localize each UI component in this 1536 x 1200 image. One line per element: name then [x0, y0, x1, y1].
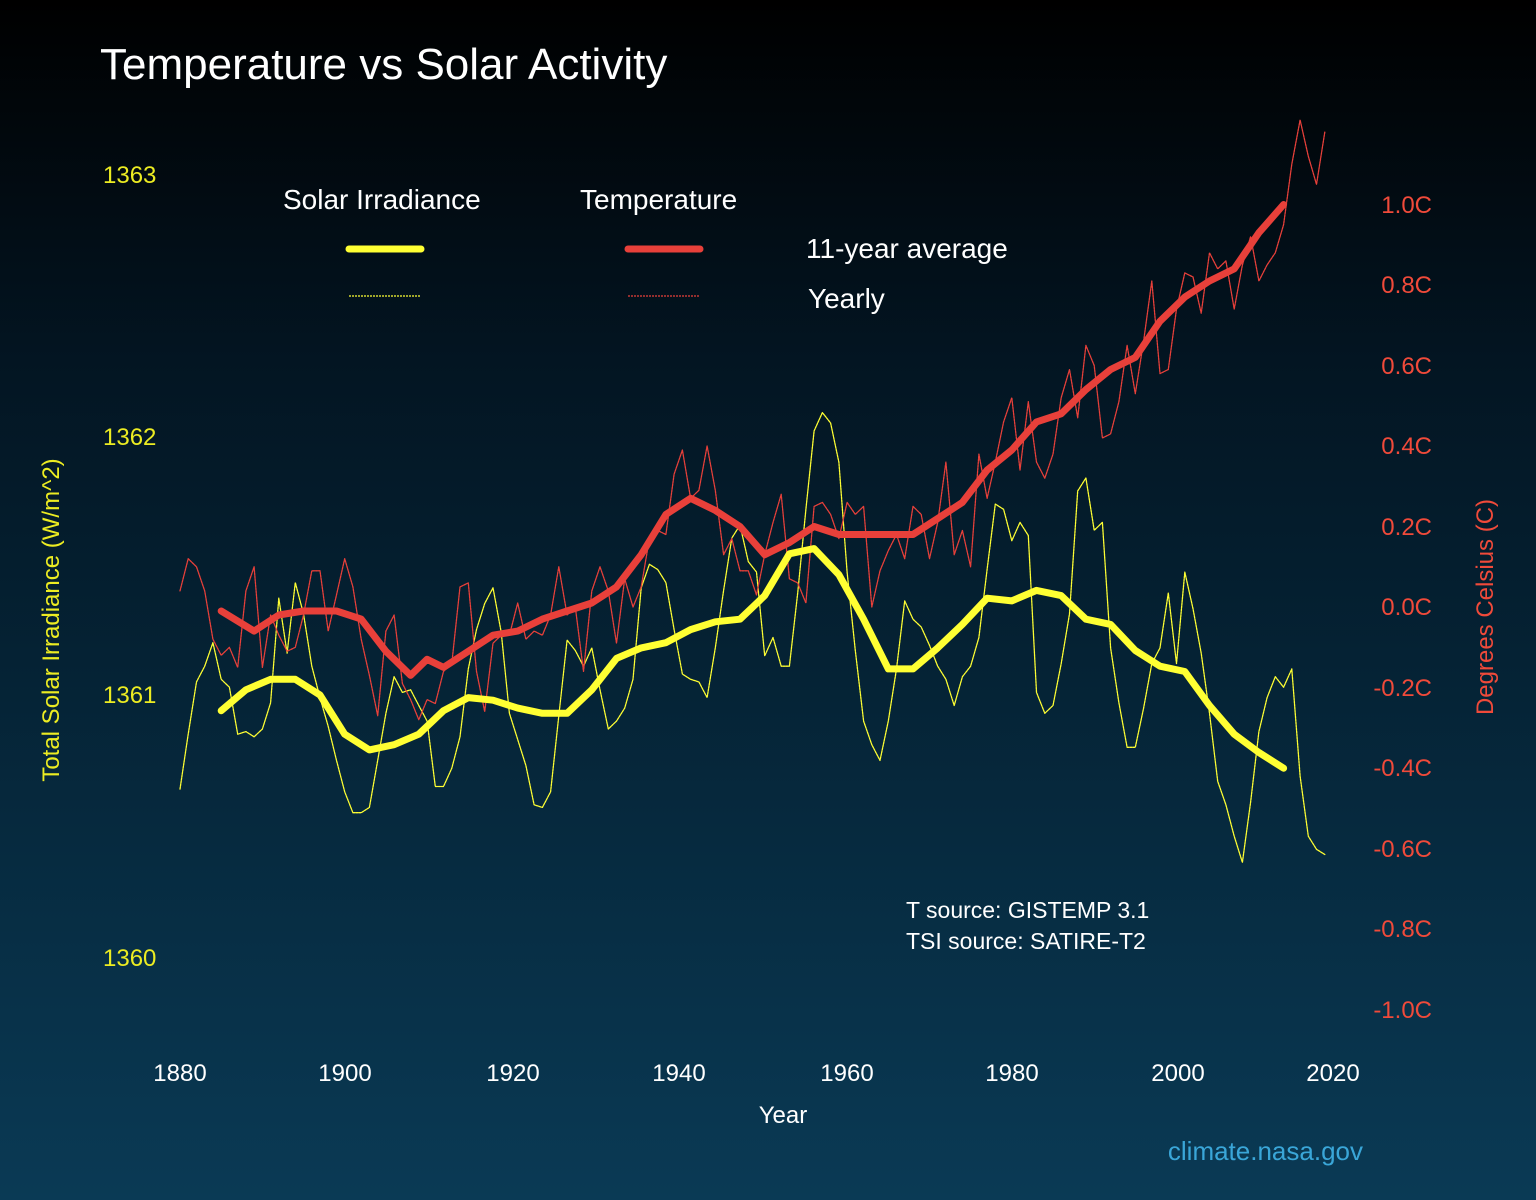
solar-irradiance-11-year-average-line [217, 545, 1288, 772]
x-tick-label: 1900 [318, 1060, 372, 1087]
t-source-note: T source: GISTEMP 3.1 [906, 897, 1150, 923]
left-tick-label: 1361 [103, 682, 157, 709]
right-tick-label: -0.4C [1373, 755, 1432, 782]
legend-avg-label: 11-year average [806, 233, 1008, 264]
x-tick-label: 2000 [1151, 1060, 1205, 1087]
right-tick-label: 0.6C [1381, 353, 1432, 380]
left-axis-label: Total Solar Irradiance (W/m^2) [38, 458, 65, 782]
right-tick-label: 0.0C [1381, 594, 1432, 621]
x-tick-label: 1880 [153, 1060, 207, 1087]
legend-solar-label: Solar Irradiance [283, 184, 481, 215]
right-tick-label: 1.0C [1381, 192, 1432, 219]
x-tick-label: 1980 [985, 1060, 1039, 1087]
right-tick-label: 0.8C [1381, 272, 1432, 299]
right-tick-label: -0.6C [1373, 836, 1432, 863]
tsi-source-note: TSI source: SATIRE-T2 [906, 928, 1146, 954]
left-tick-label: 1363 [103, 162, 157, 189]
right-tick-label: 0.2C [1381, 514, 1432, 541]
x-tick-label: 2020 [1306, 1060, 1360, 1087]
temperature-yearly-line [179, 119, 1326, 721]
x-tick-label: 1920 [486, 1060, 540, 1087]
right-tick-label: -1.0C [1373, 997, 1432, 1024]
left-tick-label: 1360 [103, 945, 157, 972]
legend-temperature-label: Temperature [580, 184, 738, 215]
right-tick-label: -0.8C [1373, 916, 1432, 943]
temperature-11-year-average-line [217, 201, 1288, 679]
right-tick-label: 0.4C [1381, 433, 1432, 460]
credit-link[interactable]: climate.nasa.gov [1167, 1136, 1363, 1166]
chart-title: Temperature vs Solar Activity [100, 40, 668, 89]
right-axis-label: Degrees Celsius (C) [1472, 498, 1499, 716]
left-tick-label: 1362 [103, 424, 157, 451]
x-tick-label: 1940 [652, 1060, 706, 1087]
right-tick-label: -0.2C [1373, 675, 1432, 702]
solar-irradiance-yearly-line [179, 411, 1326, 864]
x-tick-label: 1960 [820, 1060, 874, 1087]
legend-marks [345, 245, 704, 297]
series-layer [179, 119, 1326, 864]
legend-yearly-label: Yearly [808, 283, 885, 314]
x-axis-label: Year [758, 1102, 808, 1129]
